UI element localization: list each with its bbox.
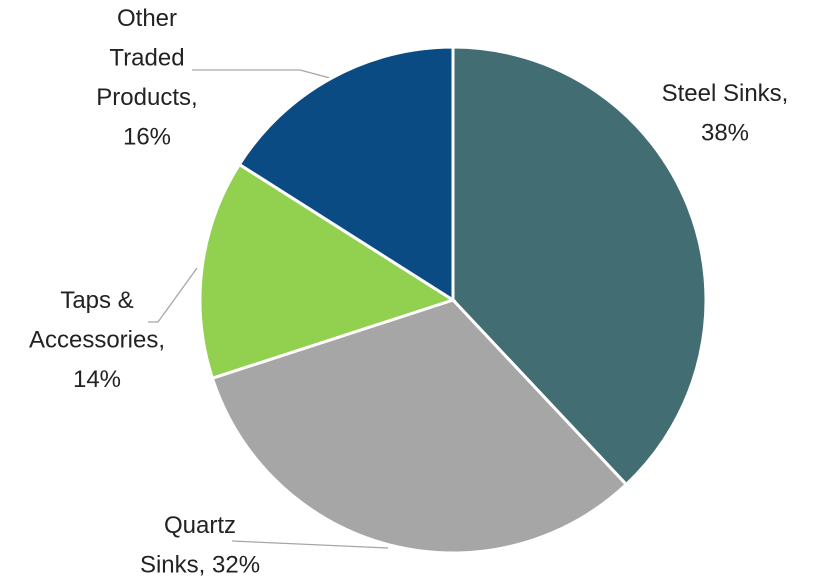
leader-line <box>231 540 389 549</box>
pie-slice: Other Traded Products <box>237 45 455 303</box>
data-label: Steel Sinks, 38% <box>662 80 789 147</box>
pie-slice: Quartz Sinks <box>210 298 629 555</box>
data-label: Other Traded Products, 16% <box>96 5 197 151</box>
leader-line <box>192 69 331 79</box>
pie-slice: Steel Sinks <box>451 45 708 487</box>
pie-slice: Taps & Accessories <box>198 162 457 381</box>
data-label: Taps & Accessories, 14% <box>29 287 165 393</box>
leader-line <box>148 267 198 323</box>
data-label: Quartz Sinks, 32% <box>140 512 260 579</box>
